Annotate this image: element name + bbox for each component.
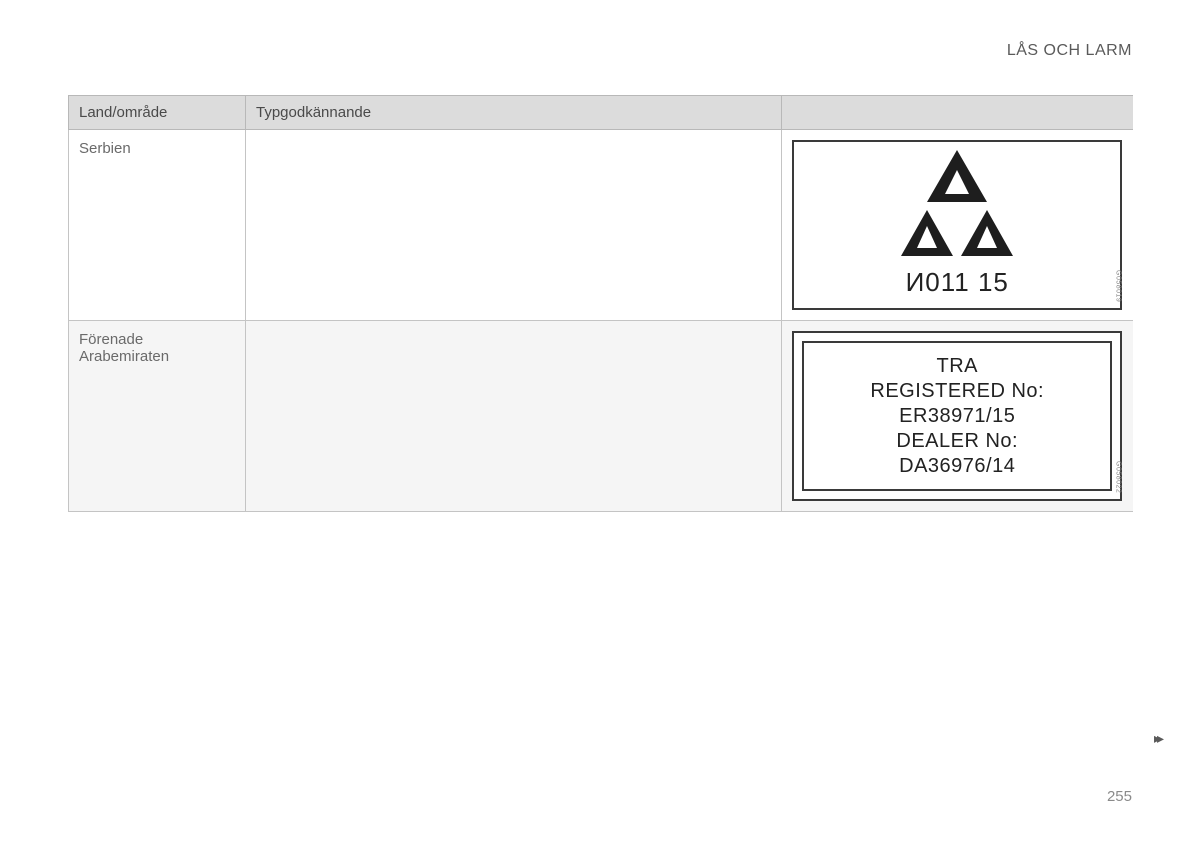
- uae-line-5: DA36976/14: [899, 455, 1015, 478]
- chevron-right-icon: ▸▸: [1154, 730, 1160, 746]
- continuation-icon: ▸▸: [1154, 730, 1160, 747]
- serbia-triangle-mark: [877, 150, 1037, 270]
- uae-inner-box: TRA REGISTERED No: ER38971/15 DEALER No:…: [802, 341, 1112, 491]
- serbia-side-code: G058019: [1114, 270, 1121, 302]
- cell-approval: [246, 130, 782, 321]
- uae-side-code: G058022: [1114, 461, 1121, 493]
- table-row: Serbien: [69, 130, 1133, 321]
- section-title: LÅS OCH LARM: [1007, 42, 1132, 59]
- page-number: 255: [1107, 788, 1132, 805]
- uae-line-3: ER38971/15: [899, 405, 1015, 428]
- col-approval: Typgodkännande: [246, 96, 782, 130]
- uae-line-4: DEALER No:: [896, 430, 1018, 453]
- cell-approval: [246, 321, 782, 512]
- approvals-table-wrap: Land/område Typgodkännande Serbien: [68, 95, 1132, 512]
- uae-line-1: TRA: [937, 355, 979, 378]
- section-header: LÅS OCH LARM: [1007, 42, 1132, 60]
- cell-certificate: TRA REGISTERED No: ER38971/15 DEALER No:…: [782, 321, 1133, 512]
- uae-line-2: REGISTERED No:: [870, 380, 1044, 403]
- approvals-table: Land/område Typgodkännande Serbien: [68, 95, 1133, 512]
- cell-country: Förenade Arabemiraten: [69, 321, 246, 512]
- uae-certificate-box: TRA REGISTERED No: ER38971/15 DEALER No:…: [792, 331, 1122, 501]
- page-number-value: 255: [1107, 788, 1132, 805]
- table-row: Förenade Arabemiraten TRA REGISTERED No:…: [69, 321, 1133, 512]
- cell-country: Serbien: [69, 130, 246, 321]
- serbia-cert-label: И011 15: [794, 267, 1120, 298]
- serbia-certificate-box: И011 15 G058019: [792, 140, 1122, 310]
- col-image: [782, 96, 1133, 130]
- cell-certificate: И011 15 G058019: [782, 130, 1133, 321]
- table-header-row: Land/område Typgodkännande: [69, 96, 1133, 130]
- col-country: Land/område: [69, 96, 246, 130]
